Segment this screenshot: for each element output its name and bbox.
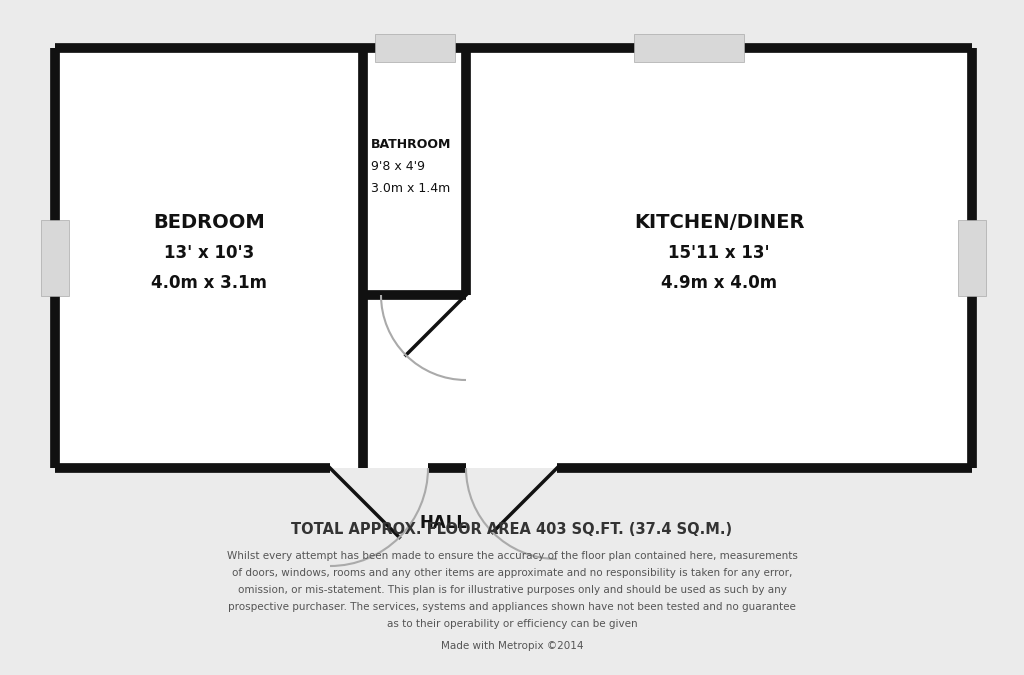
Text: Whilst every attempt has been made to ensure the accuracy of the floor plan cont: Whilst every attempt has been made to en…	[226, 551, 798, 561]
Bar	[55, 48, 972, 468]
Text: HALL: HALL	[420, 514, 468, 532]
Text: of doors, windows, rooms and any other items are approximate and no responsibili: of doors, windows, rooms and any other i…	[231, 568, 793, 578]
Text: Made with Metropix ©2014: Made with Metropix ©2014	[440, 641, 584, 651]
Text: BEDROOM: BEDROOM	[154, 213, 265, 232]
Bar	[41, 220, 69, 296]
Text: 13' x 10'3: 13' x 10'3	[164, 244, 254, 262]
Text: 4.0m x 3.1m: 4.0m x 3.1m	[151, 274, 267, 292]
Text: TOTAL APPROX. FLOOR AREA 403 SQ.FT. (37.4 SQ.M.): TOTAL APPROX. FLOOR AREA 403 SQ.FT. (37.…	[292, 522, 732, 537]
Bar	[375, 34, 455, 62]
Bar	[634, 34, 744, 62]
Text: as to their operability or efficiency can be given: as to their operability or efficiency ca…	[387, 619, 637, 629]
Text: 9'8 x 4'9: 9'8 x 4'9	[371, 160, 425, 173]
Text: 3.0m x 1.4m: 3.0m x 1.4m	[371, 182, 451, 195]
Text: omission, or mis-statement. This plan is for illustrative purposes only and shou: omission, or mis-statement. This plan is…	[238, 585, 786, 595]
Text: BATHROOM: BATHROOM	[371, 138, 452, 151]
Text: 4.9m x 4.0m: 4.9m x 4.0m	[660, 274, 777, 292]
Text: 15'11 x 13': 15'11 x 13'	[669, 244, 770, 262]
Text: KITCHEN/DINER: KITCHEN/DINER	[634, 213, 804, 232]
Text: prospective purchaser. The services, systems and appliances shown have not been : prospective purchaser. The services, sys…	[228, 602, 796, 612]
Bar	[958, 220, 986, 296]
